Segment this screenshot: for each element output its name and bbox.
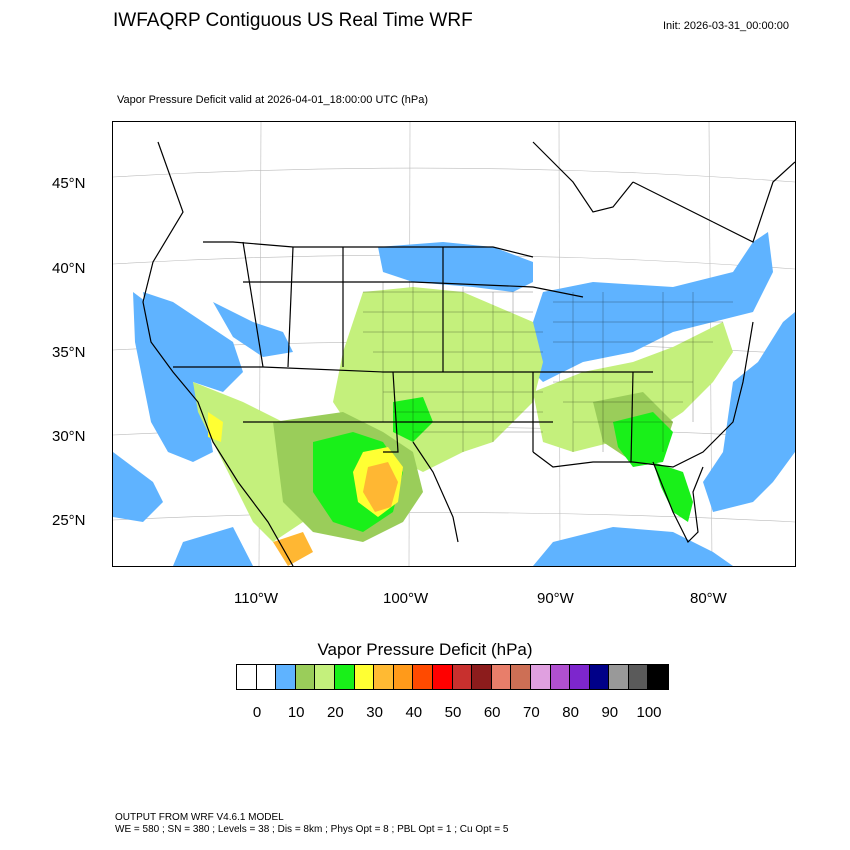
page-title: IWFAQRP Contiguous US Real Time WRF	[113, 10, 473, 31]
colorbar-swatch	[550, 665, 571, 689]
colorbar-tick-label: 60	[483, 704, 501, 721]
colorbar-swatch	[315, 665, 335, 689]
map-canvas	[113, 122, 795, 566]
colorbar-tick-label: 50	[444, 704, 462, 721]
init-time: Init: 2026-03-31_00:00:00	[663, 20, 789, 32]
county-lines	[363, 282, 733, 452]
colorbar-swatch	[628, 665, 649, 689]
colorbar-tick-label: 30	[366, 704, 383, 721]
vpd-field	[143, 232, 773, 566]
colorbar-swatch	[491, 665, 512, 689]
vpd-map	[112, 121, 796, 567]
colorbar-swatch	[237, 665, 257, 689]
colorbar-tick-label: 10	[287, 704, 305, 721]
colorbar-tick-label: 70	[523, 704, 540, 721]
colorbar-swatch	[354, 665, 375, 689]
lon-label-110: 110°W	[234, 590, 279, 607]
water-bodies	[113, 292, 795, 566]
colorbar-swatch	[256, 665, 277, 689]
lon-label-80: 80°W	[690, 590, 727, 607]
colorbar-swatch	[276, 665, 296, 689]
colorbar-swatch	[570, 665, 590, 689]
colorbar-swatch	[413, 665, 433, 689]
colorbar-swatch	[648, 665, 669, 689]
colorbar-swatch	[393, 665, 414, 689]
colorbar-tick-label: 90	[601, 704, 619, 721]
colorbar-swatch	[432, 665, 453, 689]
colorbar-swatch	[589, 665, 610, 689]
colorbar-swatch	[452, 665, 473, 689]
lat-label-40: 40°N	[52, 260, 86, 277]
model-options: WE = 580 ; SN = 380 ; Levels = 38 ; Dis …	[115, 824, 509, 835]
colorbar-tick-label: 20	[327, 704, 344, 721]
colorbar-swatch	[374, 665, 394, 689]
colorbar-tick-label: 80	[562, 704, 579, 721]
model-info: OUTPUT FROM WRF V4.6.1 MODEL	[115, 812, 284, 823]
lat-label-30: 30°N	[52, 428, 86, 445]
lat-label-45: 45°N	[52, 175, 86, 192]
plot-subtitle: Vapor Pressure Deficit valid at 2026-04-…	[117, 94, 429, 106]
colorbar-swatch	[609, 665, 629, 689]
colorbar-swatch	[295, 665, 316, 689]
colorbar-swatch	[472, 665, 492, 689]
colorbar-tick-label: 0	[252, 704, 262, 721]
lat-label-25: 25°N	[52, 512, 86, 529]
colorbar	[236, 664, 670, 690]
colorbar-swatch	[334, 665, 355, 689]
lat-label-35: 35°N	[52, 344, 86, 361]
colorbar-title: Vapor Pressure Deficit (hPa)	[317, 640, 533, 659]
colorbar-tick-label: 100	[636, 704, 662, 721]
lon-label-100: 100°W	[383, 590, 429, 607]
colorbar-tick-label: 40	[405, 704, 423, 721]
colorbar-swatch	[511, 665, 531, 689]
lon-label-90: 90°W	[537, 590, 574, 607]
colorbar-swatch	[530, 665, 551, 689]
